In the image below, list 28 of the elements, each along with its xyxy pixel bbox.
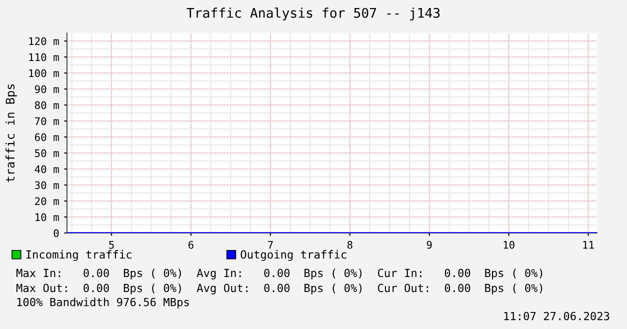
x-tick-label: 6 bbox=[188, 240, 194, 249]
y-tick-label: 0 bbox=[54, 229, 59, 238]
x-tick-label: 8 bbox=[347, 240, 352, 249]
y-axis-title: traffic in Bps bbox=[5, 84, 17, 182]
x-tick-label: 5 bbox=[109, 241, 114, 249]
y-tick-label: 80 m bbox=[34, 101, 59, 110]
x-tick-label: 7 bbox=[268, 241, 273, 249]
chart-title: Traffic Analysis for 507 -- j143 bbox=[186, 8, 440, 20]
y-tick-label: 90 m bbox=[34, 85, 59, 94]
y-tick-label: 30 m bbox=[34, 181, 59, 190]
y-tick-label: 50 m bbox=[35, 149, 59, 158]
y-tick-label: 10 m bbox=[36, 213, 59, 222]
x-tick-label: 9 bbox=[426, 240, 432, 249]
x-tick-label: 10 bbox=[504, 240, 514, 249]
y-tick-label: 60 m bbox=[34, 133, 59, 142]
text: 100% Bandwidth 976.56 MBps bbox=[17, 298, 189, 308]
text: 11:07 27.06.2023 bbox=[504, 312, 610, 320]
y-tick-label: 110 m bbox=[29, 53, 59, 62]
legend-label: Outgoing traffic bbox=[240, 250, 346, 261]
text: Max Out: 0.00 Bps ( 0%) Avg Out: 0.00 Bps ( 0%) Cur Out: 0.00 Bps ( 0%) bbox=[16, 284, 542, 294]
y-tick-label: 20 m bbox=[35, 197, 59, 206]
legend-label: Incoming traffic bbox=[26, 250, 132, 261]
y-tick-label: 120 m bbox=[29, 37, 59, 46]
y-tick-label: 40 m bbox=[34, 165, 59, 174]
y-tick-label: 100 m bbox=[29, 69, 59, 78]
x-tick-label: 11 bbox=[583, 241, 594, 249]
y-tick-label: 70 m bbox=[34, 117, 59, 126]
text: Max In: 0.00 Bps ( 0%) Avg In: 0.00 Bps ( 0%) Cur In: 0.00 Bps ( 0%) bbox=[16, 268, 542, 280]
